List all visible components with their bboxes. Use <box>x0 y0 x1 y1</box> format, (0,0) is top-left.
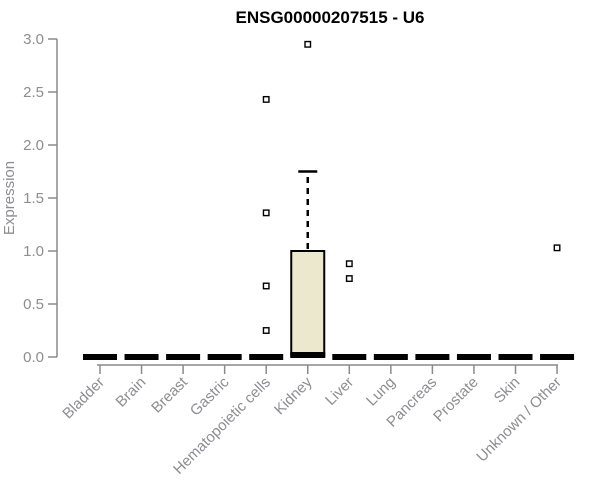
outlier-point <box>262 327 270 334</box>
collapsed-box <box>249 354 284 360</box>
collapsed-box <box>207 354 242 360</box>
collapsed-box <box>124 354 159 360</box>
y-tick-label: 2.0 <box>23 137 44 154</box>
outlier-point <box>262 282 270 290</box>
collapsed-box <box>415 354 450 360</box>
collapsed-box <box>83 354 117 360</box>
outlier-point <box>345 275 353 283</box>
collapsed-box <box>332 354 367 360</box>
y-tick-label: 0.5 <box>23 296 44 313</box>
outlier-point <box>304 40 312 48</box>
y-tick-label: 3.0 <box>23 31 44 48</box>
collapsed-box <box>498 354 533 360</box>
x-tick-label: Brain <box>113 374 150 411</box>
x-tick-label: Breast <box>148 373 191 416</box>
y-tick-label: 1.5 <box>23 190 44 207</box>
y-tick-label: 1.0 <box>23 243 44 260</box>
outlier-point <box>262 209 270 217</box>
outlier-point <box>345 260 353 268</box>
x-tick-label: Lung <box>363 374 399 410</box>
collapsed-box <box>540 354 575 360</box>
box <box>290 250 326 358</box>
collapsed-box <box>456 354 491 360</box>
y-tick-label: 0.0 <box>23 349 44 366</box>
collapsed-box <box>373 354 408 360</box>
collapsed-box <box>166 354 201 360</box>
y-tick-label: 2.5 <box>23 84 44 101</box>
x-tick-label: Kidney <box>271 373 316 418</box>
outlier-point <box>262 95 270 103</box>
x-tick-label: Bladder <box>59 374 108 423</box>
x-tick-label: Skin <box>491 374 524 407</box>
chart-title: ENSG00000207515 - U6 <box>235 8 424 27</box>
x-tick-label: Prostate <box>430 374 482 426</box>
outlier-point <box>553 244 561 252</box>
x-tick-label: Liver <box>322 374 357 409</box>
y-axis-label: Expression <box>1 161 18 235</box>
